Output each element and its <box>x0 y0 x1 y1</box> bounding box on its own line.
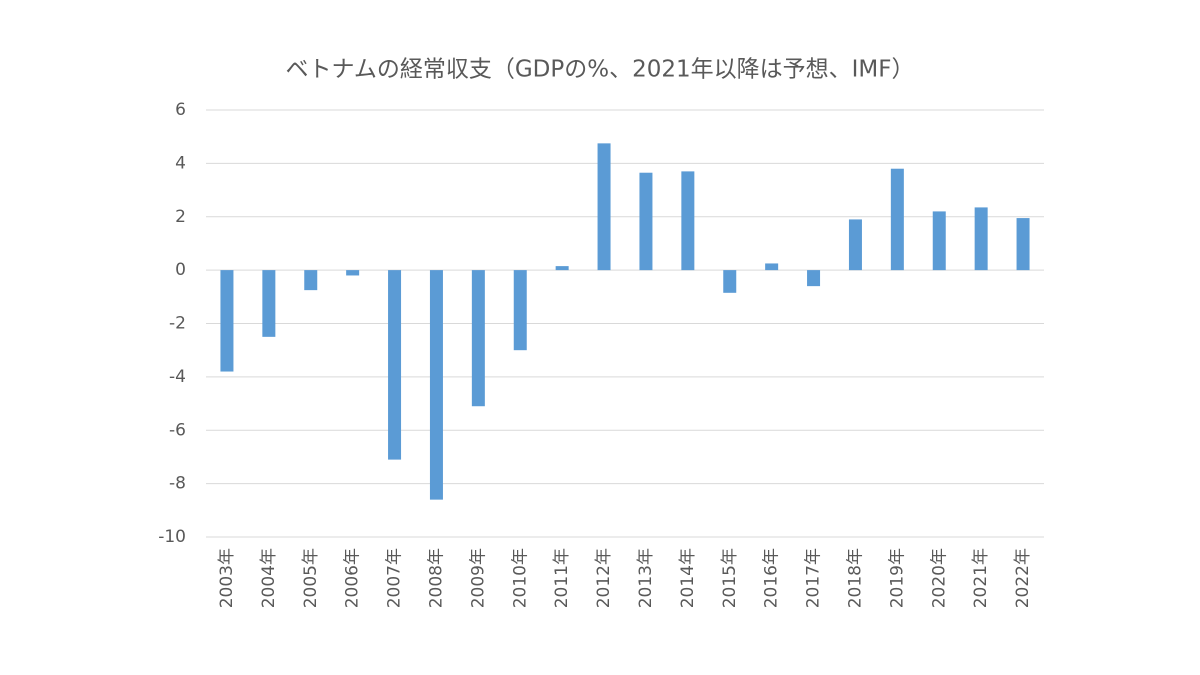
x-tick-label: 2005年 <box>301 548 321 608</box>
x-tick-label: 2021年 <box>971 548 991 608</box>
x-tick-label: 2004年 <box>259 548 279 608</box>
bar <box>890 168 904 271</box>
chart-title: ベトナムの経常収支（GDPの%、2021年以降は予想、IMF） <box>286 57 915 83</box>
bar <box>304 270 318 291</box>
bar <box>597 143 611 271</box>
x-tick-label: 2003年 <box>217 548 237 608</box>
bar <box>681 171 695 271</box>
bar <box>765 263 779 271</box>
x-tick-label: 2006年 <box>343 548 363 608</box>
bar <box>346 270 360 276</box>
y-tick-label: -4 <box>169 367 186 387</box>
bar <box>220 270 234 372</box>
x-tick-label: 2020年 <box>929 548 949 608</box>
x-tick-label: 2011年 <box>552 548 572 608</box>
x-tick-label: 2017年 <box>804 548 824 608</box>
bar <box>932 211 946 271</box>
bar <box>429 270 443 500</box>
bar <box>471 270 485 407</box>
x-tick-label: 2014年 <box>678 548 698 608</box>
y-tick-label: 0 <box>175 260 186 280</box>
y-tick-label: 2 <box>175 207 186 227</box>
bar <box>807 270 821 287</box>
x-tick-label: 2022年 <box>1013 548 1033 608</box>
y-tick-label: -10 <box>158 527 186 547</box>
bar <box>1016 218 1030 271</box>
bar <box>848 219 862 271</box>
x-tick-label: 2018年 <box>845 548 865 608</box>
x-tick-label: 2013年 <box>636 548 656 608</box>
y-tick-label: -2 <box>169 314 186 334</box>
x-tick-label: 2015年 <box>720 548 740 608</box>
y-tick-label: -8 <box>169 474 186 494</box>
x-tick-label: 2016年 <box>762 548 782 608</box>
x-tick-label: 2009年 <box>468 548 488 608</box>
x-tick-label: 2019年 <box>887 548 907 608</box>
bar <box>513 270 527 351</box>
x-tick-label: 2008年 <box>426 548 446 608</box>
bar <box>974 207 988 271</box>
x-tick-label: 2010年 <box>510 548 530 608</box>
x-tick-label: 2007年 <box>385 548 405 608</box>
x-tick-label: 2012年 <box>594 548 614 608</box>
bar <box>723 270 737 293</box>
y-tick-label: 4 <box>175 153 186 173</box>
bar <box>555 266 569 271</box>
y-tick-label: 6 <box>175 100 186 120</box>
y-tick-label: -6 <box>169 420 186 440</box>
bar <box>262 270 276 337</box>
bar <box>639 172 653 271</box>
bar <box>388 270 402 460</box>
